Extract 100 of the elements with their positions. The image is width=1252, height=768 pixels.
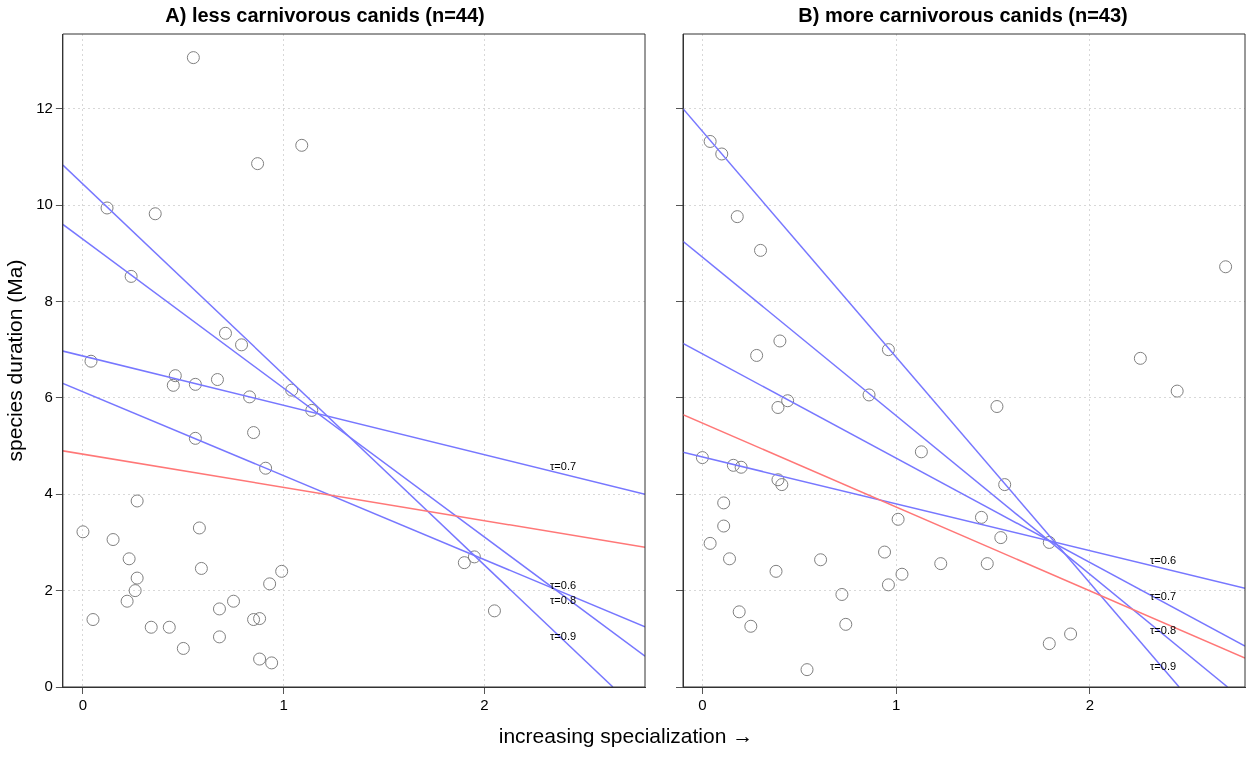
x-axis-title: increasing specialization → [497, 724, 755, 748]
point [723, 552, 737, 566]
point [76, 525, 90, 539]
point [891, 512, 905, 526]
y-tick-label: 8 [44, 291, 53, 309]
point [457, 556, 471, 570]
point [730, 210, 744, 224]
point [168, 369, 182, 383]
point [769, 564, 783, 578]
point [1042, 637, 1056, 651]
x-tick-label: 1 [279, 696, 288, 714]
point [726, 458, 740, 472]
y-tick-label: 6 [44, 387, 53, 405]
point [990, 400, 1004, 414]
point [974, 510, 988, 524]
point [253, 652, 267, 666]
x-tick-label: 1 [892, 696, 901, 714]
point [305, 403, 319, 417]
point [1170, 384, 1184, 398]
point [1133, 351, 1147, 365]
point [934, 557, 948, 571]
point [775, 478, 789, 492]
point [285, 383, 299, 397]
point [715, 147, 729, 161]
point [259, 461, 273, 475]
point [703, 536, 717, 550]
point [914, 445, 928, 459]
point [754, 243, 768, 257]
point [771, 473, 785, 487]
point [717, 519, 731, 533]
point [998, 478, 1012, 492]
point [243, 390, 257, 404]
chart-title: B) more carnivorous canids (n=43) [798, 3, 1128, 26]
point [835, 587, 849, 601]
point [695, 451, 709, 465]
point [878, 545, 892, 559]
point [235, 338, 249, 352]
point [148, 207, 162, 221]
point [771, 400, 785, 414]
point [188, 377, 202, 391]
point [814, 553, 828, 567]
point [1219, 260, 1233, 274]
point [84, 354, 98, 368]
y-tick-label: 4 [44, 484, 53, 502]
point [1042, 535, 1056, 549]
point [124, 269, 138, 283]
point [467, 550, 481, 564]
series-label: τ=0.6 [1150, 554, 1177, 567]
point [487, 604, 501, 618]
point [106, 533, 120, 547]
series-label: τ=0.6 [550, 579, 577, 592]
point [100, 201, 114, 215]
x-tick-label: 0 [698, 696, 707, 714]
point [703, 134, 717, 148]
y-tick-label: 10 [36, 195, 53, 213]
point [212, 602, 226, 616]
point [895, 567, 909, 581]
point [130, 571, 144, 585]
point [781, 394, 795, 408]
point [212, 630, 226, 644]
point [750, 348, 764, 362]
point [994, 531, 1008, 545]
y-tick-label: 12 [36, 98, 53, 116]
point [265, 656, 279, 670]
series-label: τ=0.7 [1150, 589, 1177, 602]
point [881, 578, 895, 592]
point [773, 334, 787, 348]
x-tick-label: 0 [78, 696, 88, 714]
point [128, 584, 142, 598]
point [166, 378, 180, 392]
point [800, 663, 814, 677]
point [732, 605, 746, 619]
point [881, 343, 895, 357]
point [144, 620, 158, 634]
point [251, 157, 265, 171]
point [862, 388, 876, 402]
point [194, 561, 208, 575]
x-tick-label: 2 [480, 696, 489, 714]
point [247, 613, 261, 627]
point [130, 494, 144, 508]
chart-title: A) less carnivorous canids (n=44) [165, 3, 485, 26]
x-tick-label: 2 [1085, 696, 1095, 714]
point [162, 620, 176, 634]
point [1064, 627, 1078, 641]
point [120, 594, 134, 608]
point [176, 641, 190, 655]
point [734, 460, 748, 474]
series-label: τ=0.9 [550, 630, 577, 643]
point [253, 612, 267, 626]
series-label: τ=0.7 [550, 459, 577, 472]
y-tick-label: 2 [44, 580, 53, 598]
point [122, 552, 136, 566]
point [744, 619, 758, 633]
series-label: τ=0.8 [1150, 623, 1177, 636]
y-axis-title: species duration (Ma) [3, 259, 27, 462]
series-label: τ=0.9 [1150, 660, 1177, 673]
point [210, 373, 224, 387]
point [227, 594, 241, 608]
point [275, 564, 289, 578]
point [186, 51, 200, 65]
